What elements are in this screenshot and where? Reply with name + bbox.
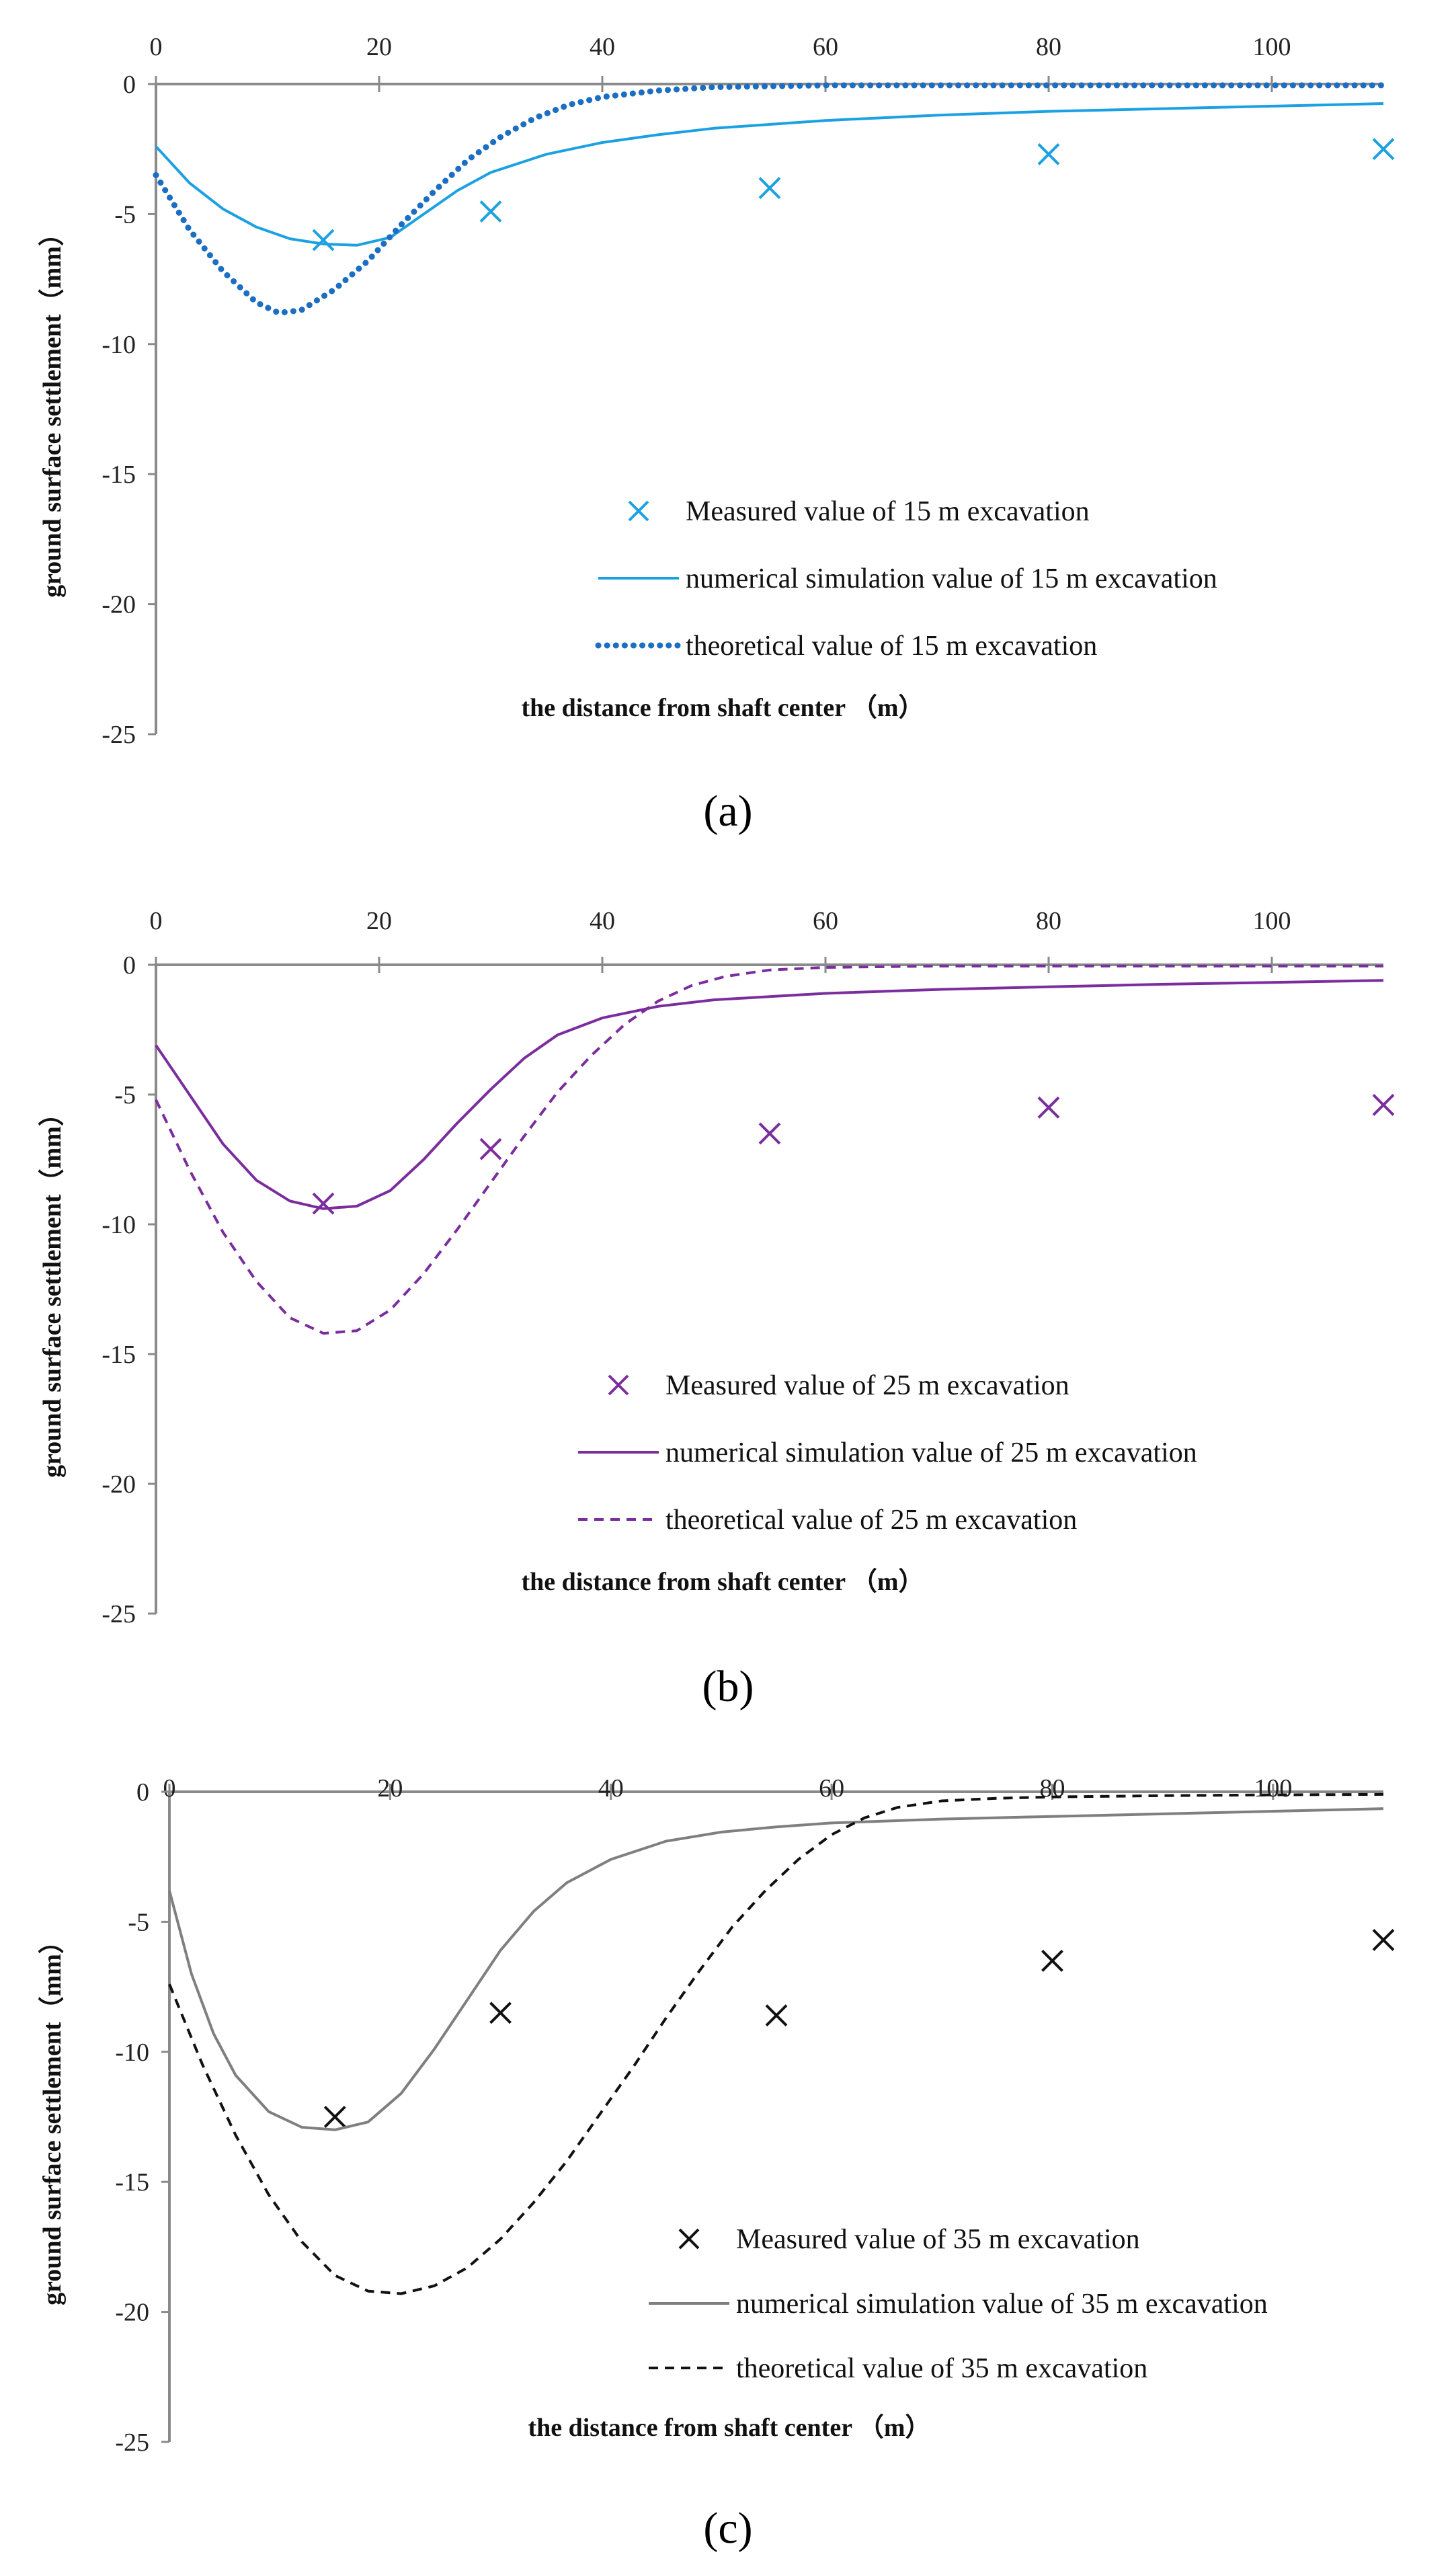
y-tick-label: -15: [102, 461, 136, 489]
legend-label: numerical simulation value of 35 m excav…: [736, 2289, 1268, 2320]
y-axis-title: ground surface settlement（mm）: [38, 1928, 67, 2305]
measured-point-marker: [312, 229, 335, 251]
y-tick-label: -20: [115, 2299, 149, 2327]
measured-point-marker: [312, 1192, 335, 1215]
y-tick-label: -20: [102, 1470, 136, 1499]
y-tick-label: -25: [115, 2428, 149, 2457]
chart-panel-2: 0 20 40 60 80 100 0 -5 -10 -15 -20 -25 ground surfac…: [38, 907, 1395, 1711]
y-tick-label: -5: [114, 200, 136, 229]
legend-label: theoretical value of 35 m excavation: [736, 2353, 1147, 2384]
y-tick-label: 0: [136, 1778, 149, 1807]
x-axis-title: the distance from shaft center （m）: [521, 1568, 924, 1596]
y-tick-label: -15: [102, 1341, 136, 1369]
measured-point-marker: [765, 2004, 788, 2027]
simulation-series-line: [155, 979, 1384, 1210]
x-tick-label: 60: [813, 907, 838, 935]
measured-point-marker: [1037, 143, 1060, 165]
panel-label: (c): [703, 2504, 752, 2553]
measured-point-marker: [758, 1122, 781, 1145]
legend-symbol-measured: [608, 1374, 629, 1396]
y-tick-label: 0: [123, 71, 136, 99]
x-tick-label: 100: [1253, 33, 1291, 61]
y-tick-label: 0: [123, 951, 136, 980]
legend-label: Measured value of 35 m excavation: [736, 2224, 1140, 2255]
x-tick-label: 20: [377, 1774, 403, 1803]
panel-label: (a): [703, 787, 752, 836]
measured-point-marker: [1037, 1096, 1060, 1119]
y-tick-label: -20: [102, 591, 136, 619]
x-tick-label: 80: [1036, 907, 1061, 935]
y-tick-label: -25: [102, 721, 136, 749]
measured-point-marker: [489, 2002, 512, 2024]
x-tick-label: 100: [1254, 1774, 1292, 1803]
y-tick-label: -10: [115, 2039, 149, 2067]
y-tick-label: -10: [102, 1211, 136, 1239]
x-tick-label: 100: [1253, 907, 1291, 935]
measured-point-marker: [1372, 1929, 1395, 1951]
theoretical-series-line: [153, 82, 1387, 316]
theoretical-series-line: [168, 1792, 1384, 2295]
x-tick-label: 40: [590, 33, 615, 61]
chart-legend: Measured value of 15 m excavation numeric…: [595, 496, 1217, 662]
chart-panel-1: 0 20 40 60 80 100 0 -5 -10 -15 -20 -25 ground surfac…: [38, 33, 1395, 836]
y-tick-label: -5: [114, 1081, 136, 1109]
x-tick-label: 20: [366, 33, 392, 61]
legend-label: theoretical value of 25 m excavation: [665, 1505, 1077, 1536]
legend-label: Measured value of 15 m excavation: [686, 496, 1090, 527]
legend-symbol-measured: [678, 2228, 700, 2250]
x-tick-label: 40: [590, 907, 615, 935]
measured-point-marker: [323, 2106, 346, 2128]
x-tick-label: 80: [1036, 33, 1061, 61]
legend-label: theoretical value of 15 m excavation: [686, 631, 1097, 662]
legend-label: numerical simulation value of 25 m excav…: [665, 1437, 1197, 1468]
x-tick-label: 0: [150, 907, 163, 935]
measured-point-marker: [1372, 138, 1395, 161]
measured-point-marker: [479, 200, 502, 223]
y-axis-title: ground surface settlement（mm）: [38, 221, 67, 598]
legend-label: numerical simulation value of 15 m excav…: [686, 563, 1217, 594]
x-tick-label: 20: [366, 907, 392, 935]
y-tick-label: -25: [102, 1600, 136, 1628]
measured-point-marker: [479, 1138, 502, 1160]
x-axis-title: the distance from shaft center （m）: [528, 2414, 930, 2442]
panel-label: (b): [702, 1662, 754, 1711]
x-tick-label: 60: [819, 1774, 844, 1803]
x-tick-label: 0: [150, 33, 163, 61]
simulation-series-line: [168, 1807, 1384, 2131]
y-tick-label: -10: [102, 331, 136, 359]
x-tick-label: 0: [163, 1774, 176, 1803]
chart-legend: Measured value of 35 m excavation numeric…: [649, 2224, 1268, 2384]
legend-symbol-measured: [628, 500, 649, 522]
y-tick-label: -5: [128, 1908, 149, 1936]
y-tick-label: -15: [115, 2168, 149, 2197]
simulation-series-line: [155, 102, 1384, 247]
x-tick-label: 40: [598, 1774, 624, 1803]
measured-point-marker: [1041, 1950, 1063, 1972]
x-axis-title: the distance from shaft center （m）: [521, 694, 924, 722]
x-tick-label: 60: [813, 33, 838, 61]
y-axis-title: ground surface settlement（mm）: [38, 1101, 67, 1478]
legend-label: Measured value of 25 m excavation: [665, 1370, 1069, 1401]
measured-point-marker: [758, 177, 781, 200]
theoretical-series-line: [155, 964, 1383, 1335]
measured-point-marker: [1372, 1094, 1395, 1116]
chart-legend: Measured value of 25 m excavation numeric…: [578, 1370, 1197, 1536]
